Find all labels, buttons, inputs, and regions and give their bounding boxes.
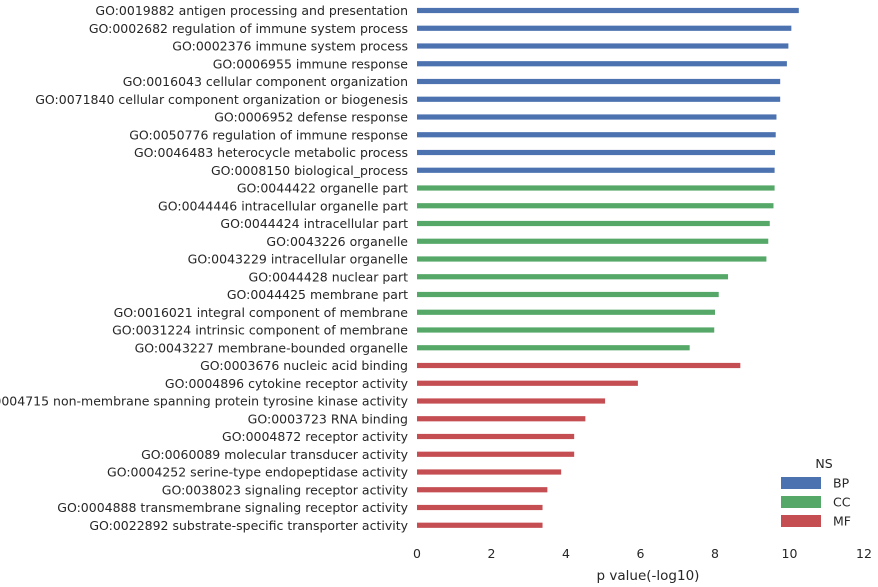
bar bbox=[417, 61, 787, 67]
category-label: GO:0003723 RNA binding bbox=[248, 411, 408, 426]
category-label: GO:0046483 heterocycle metabolic process bbox=[134, 145, 408, 160]
category-label: GO:0004888 transmembrane signaling recep… bbox=[57, 500, 408, 515]
bar bbox=[417, 309, 715, 315]
bar bbox=[417, 238, 769, 244]
x-tick-label: 12 bbox=[856, 546, 872, 561]
x-tick-label: 10 bbox=[782, 546, 798, 561]
x-tick-label: 6 bbox=[637, 546, 645, 561]
bar bbox=[417, 274, 729, 280]
bar bbox=[417, 380, 638, 386]
bar bbox=[417, 7, 799, 14]
category-label: GO:0038023 signaling receptor activity bbox=[162, 482, 409, 497]
bars-layer bbox=[417, 7, 799, 528]
legend-title: NS bbox=[815, 456, 832, 471]
legend-swatch-mf bbox=[781, 515, 821, 527]
x-tick-label: 0 bbox=[413, 546, 421, 561]
category-label: GO:0004715 non-membrane spanning protein… bbox=[0, 394, 409, 409]
category-label: GO:0006955 immune response bbox=[213, 56, 409, 71]
legend-swatch-cc bbox=[781, 496, 821, 508]
bar bbox=[417, 433, 575, 440]
category-label: GO:0043227 membrane-bounded organelle bbox=[135, 340, 409, 355]
category-label: GO:0044422 organelle part bbox=[237, 181, 408, 196]
x-tick-label: 2 bbox=[488, 546, 496, 561]
bar bbox=[417, 114, 777, 120]
bar bbox=[417, 25, 792, 31]
bar bbox=[417, 327, 715, 333]
legend-swatch-bp bbox=[781, 477, 821, 489]
legend-label-mf: MF bbox=[833, 514, 851, 529]
category-label: GO:0019882 antigen processing and presen… bbox=[95, 3, 408, 18]
bar bbox=[417, 96, 781, 102]
bar bbox=[417, 362, 741, 369]
x-axis-title: p value(-log10) bbox=[597, 568, 700, 584]
category-label: GO:0031224 intrinsic component of membra… bbox=[112, 323, 408, 338]
bar bbox=[417, 220, 770, 227]
category-label: GO:0044425 membrane part bbox=[227, 287, 408, 302]
category-label: GO:0006952 defense response bbox=[214, 110, 408, 125]
bar bbox=[417, 416, 586, 422]
category-label: GO:0044446 intracellular organelle part bbox=[158, 198, 408, 213]
bar bbox=[417, 256, 767, 262]
category-label: GO:0071840 cellular component organizati… bbox=[35, 92, 408, 107]
bar bbox=[417, 167, 775, 173]
x-tick-label: 8 bbox=[711, 546, 719, 561]
category-labels: GO:0019882 antigen processing and presen… bbox=[0, 3, 409, 533]
bar bbox=[417, 469, 562, 475]
category-label: GO:0044428 nuclear part bbox=[249, 269, 409, 284]
bar bbox=[417, 132, 776, 138]
category-label: GO:0004872 receptor activity bbox=[222, 429, 409, 444]
x-tick-label: 4 bbox=[562, 546, 570, 561]
bar bbox=[417, 504, 543, 511]
category-label: GO:0004896 cytokine receptor activity bbox=[165, 376, 409, 391]
bar bbox=[417, 451, 575, 457]
category-label: GO:0003676 nucleic acid binding bbox=[200, 358, 408, 373]
bar bbox=[417, 203, 774, 209]
bar bbox=[417, 487, 548, 493]
bar bbox=[417, 522, 543, 528]
category-label: GO:0016021 integral component of membran… bbox=[114, 305, 409, 320]
category-label: GO:0044424 intracellular part bbox=[220, 216, 408, 231]
category-label: GO:0043229 intracellular organelle bbox=[188, 252, 409, 267]
legend-label-cc: CC bbox=[833, 495, 851, 510]
category-label: GO:0022892 substrate-specific transporte… bbox=[89, 518, 408, 533]
legend-label-bp: BP bbox=[833, 476, 850, 491]
category-label: GO:0004252 serine-type endopeptidase act… bbox=[107, 465, 409, 480]
category-label: GO:0043226 organelle bbox=[266, 234, 408, 249]
category-label: GO:0002682 regulation of immune system p… bbox=[89, 21, 408, 36]
category-label: GO:0060089 molecular transducer activity bbox=[141, 447, 409, 462]
bar bbox=[417, 291, 719, 298]
category-label: GO:0002376 immune system process bbox=[172, 39, 408, 54]
category-label: GO:0008150 biological_process bbox=[211, 163, 408, 178]
bar bbox=[417, 149, 775, 156]
bar bbox=[417, 345, 690, 351]
category-label: GO:0050776 regulation of immune response bbox=[129, 127, 408, 142]
bar bbox=[417, 43, 789, 49]
bar bbox=[417, 398, 606, 404]
bar bbox=[417, 78, 781, 85]
x-axis-ticks: 0 2 4 6 8 10 12 bbox=[413, 546, 872, 561]
bar bbox=[417, 185, 775, 191]
category-label: GO:0016043 cellular component organizati… bbox=[123, 74, 408, 89]
legend: NS BP CC MF bbox=[781, 456, 851, 529]
